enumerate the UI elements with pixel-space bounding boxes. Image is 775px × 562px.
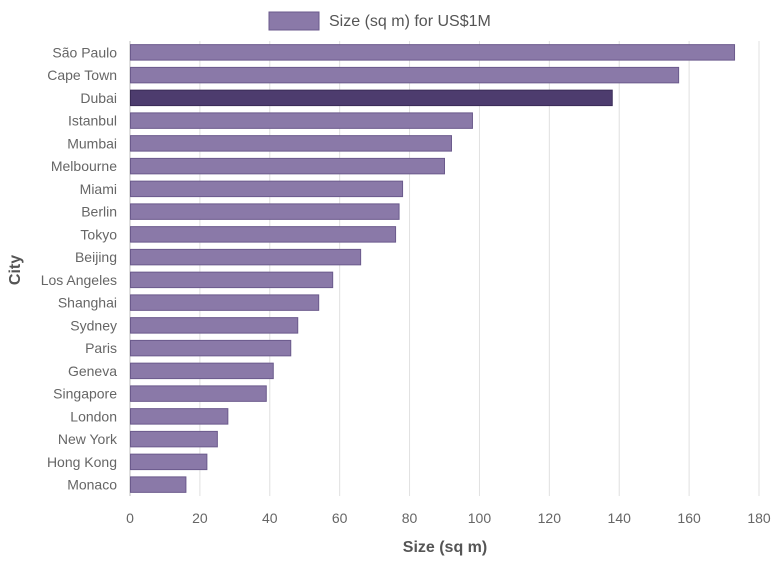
bar-shanghai[interactable]: [130, 294, 320, 311]
y-axis-title: City: [7, 255, 24, 285]
y-tick-label: Berlin: [81, 204, 117, 220]
y-tick-label: Los Angeles: [41, 272, 117, 288]
y-tick-label: Sydney: [70, 317, 117, 333]
y-tick-label: London: [70, 408, 117, 424]
bar-london[interactable]: [130, 408, 229, 425]
bar-tokyo[interactable]: [130, 226, 397, 243]
bar-hong-kong[interactable]: [130, 453, 208, 471]
x-tick-label: 160: [677, 510, 701, 526]
bar-berlin[interactable]: [130, 203, 400, 220]
y-tick-label: Geneva: [68, 363, 117, 379]
legend-swatch: [268, 11, 320, 31]
bar-s-o-paulo[interactable]: [130, 44, 736, 61]
bar-paris[interactable]: [130, 339, 292, 357]
x-tick-label: 100: [468, 510, 492, 526]
x-tick-label: 40: [262, 510, 278, 526]
y-tick-label: Melbourne: [51, 158, 117, 174]
y-tick-label: New York: [58, 431, 118, 447]
bar-sydney[interactable]: [130, 317, 299, 334]
legend-label: Size (sq m) for US$1M: [329, 13, 491, 30]
bar-new-york[interactable]: [130, 430, 218, 448]
bar-mumbai[interactable]: [130, 135, 452, 152]
y-tick-label: Beijing: [75, 249, 117, 265]
bar-monaco[interactable]: [130, 476, 187, 493]
y-tick-label: Monaco: [67, 477, 117, 493]
bars: [130, 44, 736, 493]
legend[interactable]: Size (sq m) for US$1M: [268, 11, 491, 31]
y-tick-label: Paris: [85, 340, 117, 356]
x-tick-label: 60: [332, 510, 348, 526]
grid-lines: [129, 41, 760, 496]
x-tick-label: 140: [608, 510, 632, 526]
y-tick-label: Cape Town: [47, 67, 117, 83]
y-tick-label: Singapore: [53, 386, 117, 402]
y-tick-label: Istanbul: [68, 113, 117, 129]
y-tick-label: Tokyo: [80, 226, 117, 242]
bar-dubai[interactable]: [130, 89, 613, 107]
x-axis-title: Size (sq m): [403, 539, 487, 556]
y-tick-label: Miami: [80, 181, 117, 197]
bar-cape-town[interactable]: [130, 66, 680, 84]
y-tick-labels: São Paulo Cape Town Dubai Istanbul Mumbai Mel…: [41, 44, 118, 492]
x-tick-labels: 0 20 40 60 80 100 120 140 160 180: [126, 510, 771, 526]
bar-beijing[interactable]: [130, 248, 362, 266]
x-tick-label: 20: [192, 510, 208, 526]
bar-miami[interactable]: [130, 180, 404, 198]
y-tick-label: Dubai: [80, 90, 117, 106]
bar-singapore[interactable]: [130, 385, 267, 402]
bar-istanbul[interactable]: [130, 112, 473, 129]
bar-geneva[interactable]: [130, 362, 274, 380]
y-tick-label: Hong Kong: [47, 454, 117, 470]
y-tick-label: Mumbai: [67, 135, 117, 151]
x-tick-label: 120: [538, 510, 562, 526]
bar-los-angeles[interactable]: [130, 271, 334, 289]
x-tick-label: 0: [126, 510, 134, 526]
x-tick-label: 80: [402, 510, 418, 526]
bar-melbourne[interactable]: [130, 157, 445, 175]
y-tick-label: Shanghai: [58, 295, 117, 311]
x-tick-label: 180: [747, 510, 771, 526]
y-tick-label: São Paulo: [52, 44, 117, 60]
